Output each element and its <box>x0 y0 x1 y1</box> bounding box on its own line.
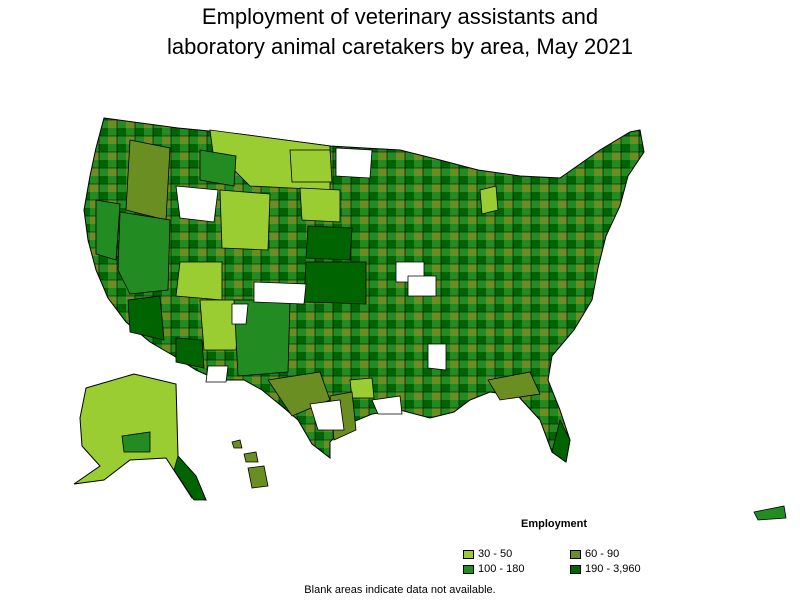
map-title-line-1: Employment of veterinary assistants and <box>201 4 599 29</box>
legend-swatch-green <box>463 564 474 574</box>
legend-item-30-50: 30 - 50 <box>463 548 512 560</box>
legend-label: 100 - 180 <box>478 563 525 575</box>
light-green-regions <box>175 129 499 399</box>
legend-label: 60 - 90 <box>585 548 620 560</box>
legend-swatch-light-green <box>463 549 474 559</box>
map-title: Employment of veterinary assistants and … <box>0 2 800 62</box>
footnote: Blank areas indicate data not available. <box>304 584 496 596</box>
no-data-regions <box>175 147 447 431</box>
legend-item-190-3960: 190 - 3,960 <box>570 563 641 575</box>
legend-label: 30 - 50 <box>478 548 513 560</box>
legend-item-60-90: 60 - 90 <box>570 548 619 560</box>
legend-swatch-dark-green <box>570 564 581 574</box>
alaska-anchorage <box>121 431 151 453</box>
map-title-line-2: laboratory animal caretakers by area, Ma… <box>167 34 633 59</box>
dark-green-regions <box>127 225 571 463</box>
puerto-rico <box>753 505 787 521</box>
alaska-southeast <box>173 455 207 501</box>
hawaii <box>231 439 269 489</box>
medium-green-regions <box>95 149 291 377</box>
legend-item-100-180: 100 - 180 <box>463 563 524 575</box>
legend-label: 190 - 3,960 <box>585 563 641 575</box>
legend-swatch-olive <box>570 549 581 559</box>
legend-title: Employment <box>521 518 588 530</box>
